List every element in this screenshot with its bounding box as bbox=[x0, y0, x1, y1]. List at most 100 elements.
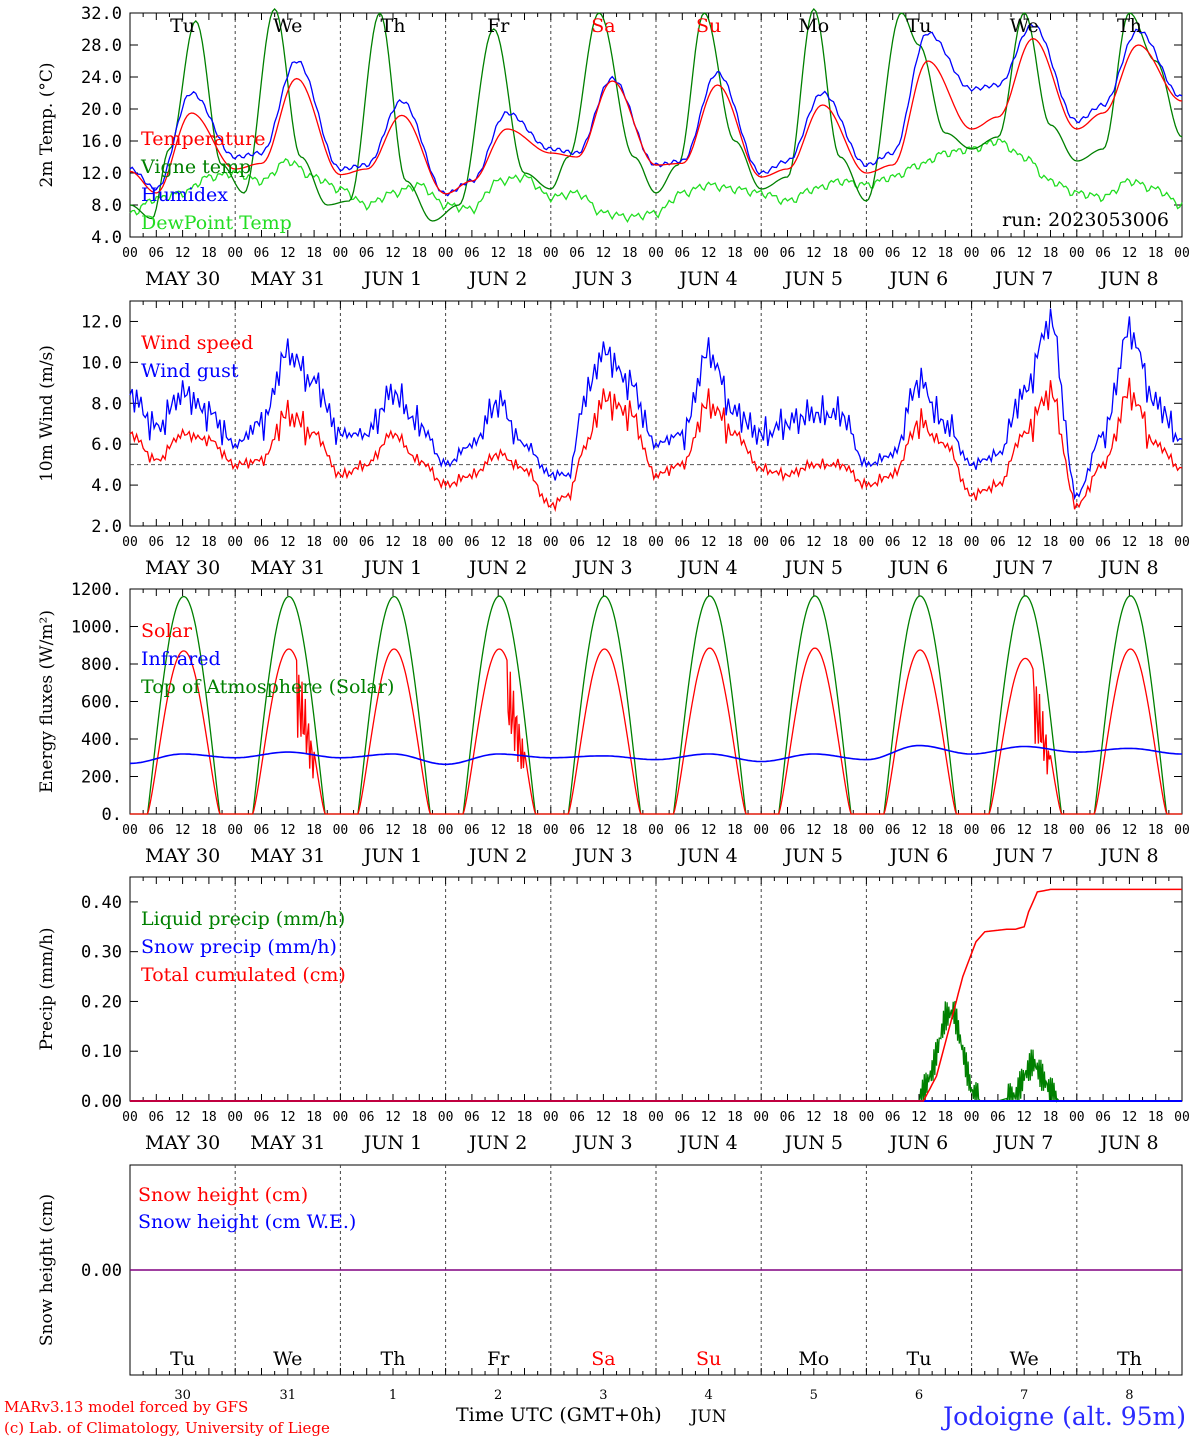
hour-tick-label: 12 bbox=[175, 535, 191, 550]
hour-tick-label: 12 bbox=[175, 1110, 191, 1125]
hour-tick-label: 00 bbox=[648, 1110, 664, 1125]
hour-tick-label: 18 bbox=[1043, 535, 1059, 550]
hour-tick-label: 12 bbox=[806, 1110, 822, 1125]
date-label: MAY 30 bbox=[145, 557, 220, 579]
hour-tick-label: 12 bbox=[596, 823, 612, 838]
legend-top-of-atmosphere-solar: Top of Atmosphere (Solar) bbox=[141, 676, 394, 698]
hour-tick-label: 06 bbox=[674, 535, 690, 550]
hour-tick-label: 00 bbox=[438, 535, 454, 550]
hour-tick-label: 06 bbox=[780, 535, 796, 550]
date-label: JUN 5 bbox=[783, 1132, 843, 1154]
hour-tick-label: 18 bbox=[622, 246, 638, 261]
hour-tick-label: 18 bbox=[832, 535, 848, 550]
series-infrared bbox=[129, 744, 1182, 766]
hour-tick-label: 06 bbox=[1095, 1110, 1111, 1125]
hour-tick-label: 06 bbox=[990, 535, 1006, 550]
hour-tick-label: 18 bbox=[517, 535, 533, 550]
panel-5: 0.00 Snow height (cm) Snow height (cm) Snow… bbox=[37, 1164, 1183, 1427]
hour-tick-label: 12 bbox=[490, 1110, 506, 1125]
hour-tick-label: 06 bbox=[885, 1110, 901, 1125]
hour-tick-label: 00 bbox=[543, 246, 559, 261]
hour-tick-label: 12 bbox=[1122, 246, 1138, 261]
hour-tick-label: 12 bbox=[280, 1110, 296, 1125]
hour-tick-label: 06 bbox=[780, 823, 796, 838]
hour-tick-label: 18 bbox=[1148, 1110, 1164, 1125]
hour-tick-label: 06 bbox=[464, 535, 480, 550]
hour-tick-label: 00 bbox=[1069, 823, 1085, 838]
day-number-label: 30 bbox=[174, 1388, 191, 1403]
hour-tick-label: 12 bbox=[1016, 246, 1032, 261]
date-label: JUN 2 bbox=[467, 1132, 527, 1154]
hour-tick-label: 12 bbox=[1016, 823, 1032, 838]
date-label: MAY 31 bbox=[250, 557, 325, 579]
y-axis-label: 10m Wind (m/s) bbox=[37, 345, 57, 482]
weekday-label: Sa bbox=[591, 1348, 615, 1370]
date-label: JUN 7 bbox=[993, 1132, 1053, 1154]
series-solar bbox=[130, 647, 1182, 815]
hour-tick-label: 18 bbox=[937, 823, 953, 838]
weekday-label: Fr bbox=[487, 15, 510, 37]
weekday-label: Mo bbox=[798, 15, 829, 37]
day-number-label: 5 bbox=[810, 1388, 818, 1403]
hour-tick-label: 00 bbox=[964, 246, 980, 261]
date-label: JUN 6 bbox=[888, 557, 948, 579]
hour-tick-label: 18 bbox=[411, 823, 427, 838]
legend-liquid-precip-mm-h: Liquid precip (mm/h) bbox=[141, 908, 345, 930]
hour-tick-label: 06 bbox=[885, 535, 901, 550]
hour-tick-label: 06 bbox=[254, 823, 270, 838]
hour-tick-label: 12 bbox=[385, 535, 401, 550]
y-tick-label: 0.30 bbox=[81, 943, 122, 963]
hour-tick-label: 18 bbox=[306, 1110, 322, 1125]
hour-tick-label: 00 bbox=[1174, 246, 1190, 261]
hour-tick-label: 06 bbox=[780, 1110, 796, 1125]
hour-tick-label: 06 bbox=[569, 535, 585, 550]
hour-tick-label: 00 bbox=[1174, 535, 1190, 550]
hour-tick-label: 00 bbox=[333, 535, 349, 550]
hour-tick-label: 12 bbox=[1016, 535, 1032, 550]
hour-tick-label: 12 bbox=[701, 535, 717, 550]
hour-tick-label: 00 bbox=[122, 823, 138, 838]
hour-tick-label: 18 bbox=[622, 535, 638, 550]
y-tick-label: 2.0 bbox=[91, 517, 122, 537]
legend-snow-height-cm: Snow height (cm) bbox=[138, 1184, 308, 1206]
date-label: JUN 8 bbox=[1098, 268, 1158, 290]
hour-tick-label: 00 bbox=[543, 535, 559, 550]
day-number-label: 8 bbox=[1125, 1388, 1133, 1403]
day-number-label: 1 bbox=[389, 1388, 397, 1403]
weekday-label: We bbox=[273, 1348, 302, 1370]
hour-tick-label: 06 bbox=[464, 1110, 480, 1125]
hour-tick-label: 00 bbox=[964, 535, 980, 550]
legend-total-cumulated-cm: Total cumulated (cm) bbox=[141, 964, 346, 986]
legend-wind-speed: Wind speed bbox=[141, 332, 253, 354]
hour-tick-label: 12 bbox=[1122, 535, 1138, 550]
date-label: JUN 8 bbox=[1098, 845, 1158, 867]
hour-tick-label: 00 bbox=[438, 246, 454, 261]
series-temperature bbox=[129, 37, 1183, 195]
date-label: JUN 2 bbox=[467, 268, 527, 290]
hour-tick-label: 00 bbox=[648, 823, 664, 838]
hour-tick-label: 12 bbox=[1122, 1110, 1138, 1125]
hour-tick-label: 00 bbox=[333, 823, 349, 838]
plot-frame bbox=[129, 300, 1183, 527]
x-axis-title: Time UTC (GMT+0h) bbox=[456, 1404, 662, 1426]
date-label: JUN 8 bbox=[1098, 557, 1158, 579]
hour-tick-label: 18 bbox=[832, 246, 848, 261]
hour-tick-label: 00 bbox=[1174, 1110, 1190, 1125]
date-label: JUN 4 bbox=[677, 557, 737, 579]
hour-tick-label: 12 bbox=[596, 1110, 612, 1125]
hour-tick-label: 18 bbox=[411, 535, 427, 550]
date-label: JUN 6 bbox=[888, 268, 948, 290]
hour-tick-label: 18 bbox=[517, 246, 533, 261]
hour-tick-label: 00 bbox=[859, 246, 875, 261]
y-tick-label: 800. bbox=[81, 655, 122, 675]
weekday-label: Th bbox=[381, 15, 406, 37]
weekday-label: We bbox=[1010, 1348, 1039, 1370]
date-label: JUN 5 bbox=[783, 557, 843, 579]
hour-tick-label: 18 bbox=[832, 1110, 848, 1125]
hour-tick-label: 12 bbox=[280, 246, 296, 261]
date-label: JUN 1 bbox=[362, 1132, 422, 1154]
hour-tick-label: 18 bbox=[937, 246, 953, 261]
panel-2: 00 06 12 18 MAY 30 00 06 12 18 MAY 31 00 06 12 18 JUN … bbox=[37, 300, 1190, 579]
hour-tick-label: 18 bbox=[1148, 246, 1164, 261]
